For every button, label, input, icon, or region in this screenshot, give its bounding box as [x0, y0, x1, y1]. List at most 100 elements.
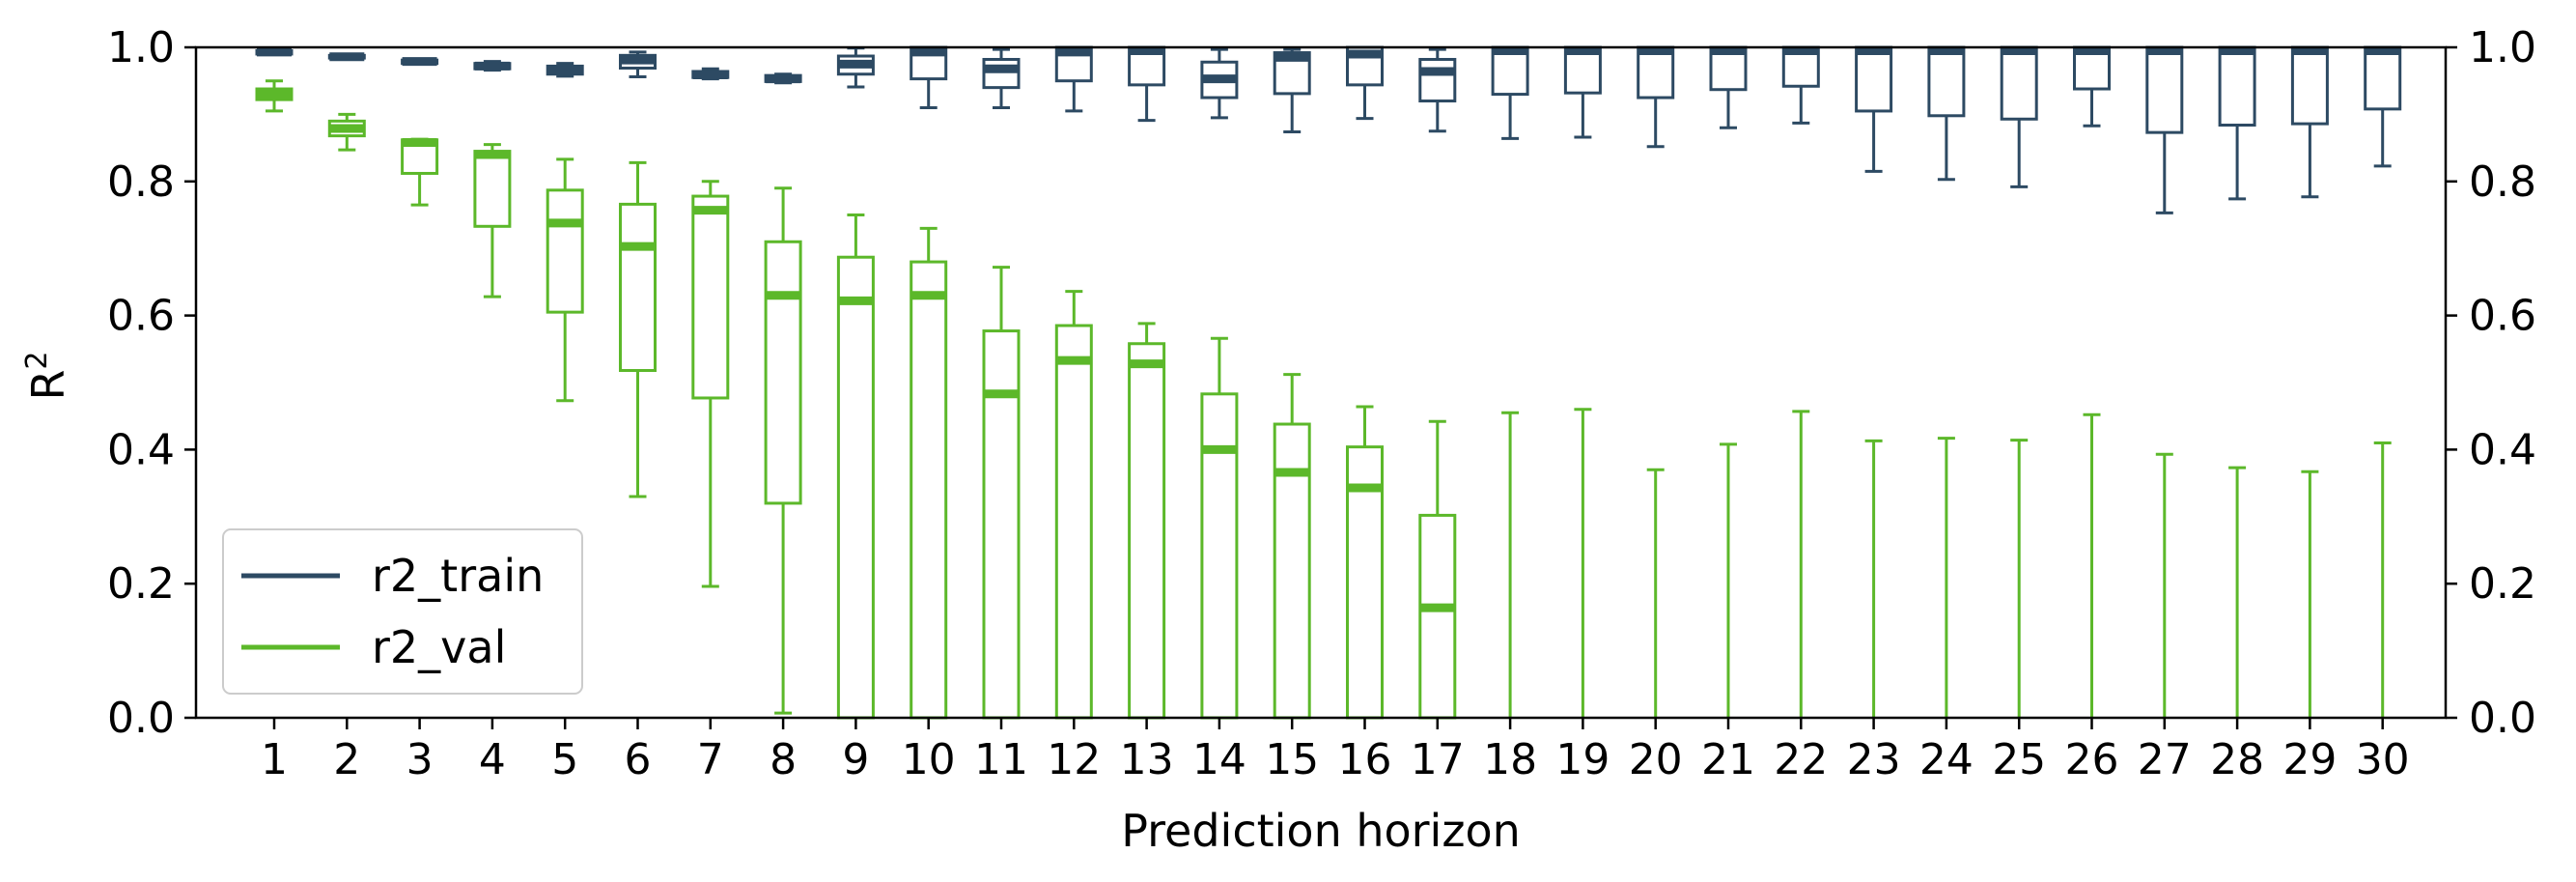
box-r2-train-25 [2000, 45, 2038, 188]
box-r2-val-5 [546, 157, 584, 403]
box-iqr [2218, 45, 2256, 128]
box-iqr [910, 260, 948, 720]
box-r2-train-2 [327, 52, 366, 62]
x-tick-label: 11 [974, 735, 1028, 784]
box-iqr [1054, 324, 1093, 720]
box-r2-train-20 [1637, 45, 1675, 149]
box-r2-train-24 [1927, 45, 1966, 182]
box-r2-train-21 [1709, 45, 1748, 129]
legend: r2_train r2_val [222, 528, 583, 695]
y-tick-label-left: 0.6 [107, 292, 175, 341]
box-r2-val-22 [1792, 410, 1810, 718]
box-r2-train-17 [1418, 47, 1457, 133]
box-r2-val-10 [910, 226, 948, 720]
box-r2-val-28 [2228, 466, 2247, 718]
box-r2-val-20 [1646, 468, 1665, 718]
x-tick-label: 25 [1992, 735, 2046, 784]
axes: 0.0 0.00.2 0.20.4 0.40.6 0.60.8 0.81.0 1.01 2 3 4… [107, 23, 2536, 784]
x-tick-label: 19 [1555, 735, 1610, 784]
x-tick-label: 10 [902, 735, 956, 784]
y-tick-label-right: 0.8 [2469, 157, 2536, 207]
x-tick-label: 14 [1192, 735, 1246, 784]
box-r2-train-3 [401, 57, 439, 67]
box-r2-val-13 [1128, 322, 1166, 720]
box-iqr [836, 255, 875, 720]
legend-frame [222, 528, 583, 695]
box-iqr [2364, 45, 2402, 111]
x-tick-label: 26 [2065, 735, 2119, 784]
box-iqr [691, 194, 730, 400]
box-r2-val-16 [1346, 405, 1384, 720]
x-tick-label: 23 [1847, 735, 1901, 784]
box-r2-val-25 [2010, 439, 2029, 718]
box-r2-val-17 [1418, 419, 1457, 720]
box-r2-train-15 [1273, 47, 1311, 133]
box-r2-train-26 [2073, 45, 2111, 128]
box-r2-val-6 [619, 160, 657, 498]
x-tick-label: 30 [2356, 735, 2410, 784]
box-r2-train-23 [1855, 45, 1893, 173]
box-iqr [1418, 513, 1457, 720]
x-tick-label: 24 [1919, 735, 1974, 784]
box-r2-train-16 [1346, 45, 1384, 121]
x-tick-label: 5 [551, 735, 578, 784]
box-r2-train-11 [982, 47, 1021, 109]
box-r2-train-13 [1128, 45, 1166, 123]
y-tick-label-right: 0.2 [2469, 559, 2536, 609]
axes-frame [194, 45, 2448, 720]
box-r2-val-3 [401, 137, 439, 207]
x-tick-label: 6 [625, 735, 652, 784]
box-r2-val-1 [255, 79, 294, 113]
box-r2-val-24 [1937, 437, 1955, 718]
y-tick-label-left: 0.4 [107, 425, 175, 474]
box-r2-train-10 [910, 45, 948, 109]
x-tick-label: 15 [1265, 735, 1319, 784]
box-r2-train-4 [473, 60, 512, 72]
box-r2-train-5 [546, 62, 584, 78]
box-r2-val-19 [1574, 408, 1592, 718]
legend-label-r2-train: r2_train [372, 550, 544, 602]
x-tick-label: 8 [770, 735, 797, 784]
box-r2-train-14 [1200, 47, 1239, 120]
box-iqr [2290, 45, 2329, 126]
box-r2-train-27 [2145, 45, 2184, 214]
box-r2-val-18 [1501, 411, 1520, 718]
x-tick-label: 29 [2282, 735, 2337, 784]
y-tick-label-left: 0.0 [107, 694, 175, 743]
box-iqr [473, 150, 512, 228]
box-r2-val-8 [764, 186, 802, 715]
box-r2-val-27 [2155, 452, 2173, 718]
box-iqr [982, 329, 1021, 720]
y-tick-label-left: 0.2 [107, 559, 175, 609]
box-iqr [982, 57, 1021, 90]
x-tick-label: 9 [842, 735, 869, 784]
box-r2-train-9 [836, 46, 875, 89]
y-tick-label-right: 0.0 [2469, 694, 2536, 743]
y-tick-label-left: 0.8 [107, 157, 175, 207]
y-axis-title-base: R [22, 370, 74, 401]
x-tick-label: 12 [1047, 735, 1101, 784]
x-tick-label: 28 [2210, 735, 2264, 784]
box-r2-val-11 [982, 266, 1021, 720]
box-r2-val-29 [2301, 469, 2319, 718]
x-axis-title: Prediction horizon [1121, 805, 1521, 857]
legend-label-r2-val: r2_val [372, 621, 506, 673]
x-tick-label: 3 [406, 735, 434, 784]
box-r2-train-30 [2364, 45, 2402, 168]
x-tick-label: 21 [1701, 735, 1755, 784]
x-tick-label: 17 [1411, 735, 1465, 784]
box-r2-val-12 [1054, 290, 1093, 720]
box-r2-val-26 [2083, 413, 2101, 718]
y-tick-label-right: 0.4 [2469, 425, 2536, 474]
x-tick-label: 22 [1774, 735, 1828, 784]
box-r2-train-22 [1781, 45, 1820, 125]
x-tick-label: 2 [333, 735, 360, 784]
x-tick-label: 4 [479, 735, 506, 784]
box-r2-val-2 [327, 112, 366, 152]
box-r2-val-7 [691, 180, 730, 588]
box-r2-train-19 [1563, 45, 1602, 139]
box-iqr [1273, 51, 1311, 96]
box-iqr [546, 188, 584, 314]
box-iqr [619, 202, 657, 373]
